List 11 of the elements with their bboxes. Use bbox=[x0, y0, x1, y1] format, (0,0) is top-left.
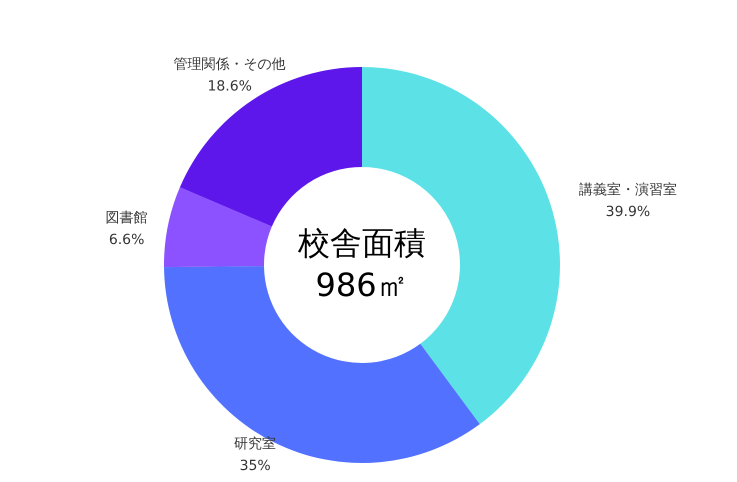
data-label: 18.6% bbox=[207, 78, 252, 95]
text: 校舎面積 bbox=[297, 224, 426, 262]
data-label: 35% bbox=[240, 458, 271, 474]
slice-label: 図書館 bbox=[106, 210, 148, 226]
data-label: 6.6% bbox=[108, 232, 144, 248]
donut-slice bbox=[164, 187, 272, 268]
slice-label: 研究室 bbox=[234, 436, 276, 452]
slice-label: 講義室・演習室 bbox=[578, 182, 677, 198]
slice-label: 管理関係・その他 bbox=[174, 56, 286, 73]
text: 986㎡ bbox=[315, 266, 409, 304]
data-label: 39.9% bbox=[606, 204, 650, 220]
